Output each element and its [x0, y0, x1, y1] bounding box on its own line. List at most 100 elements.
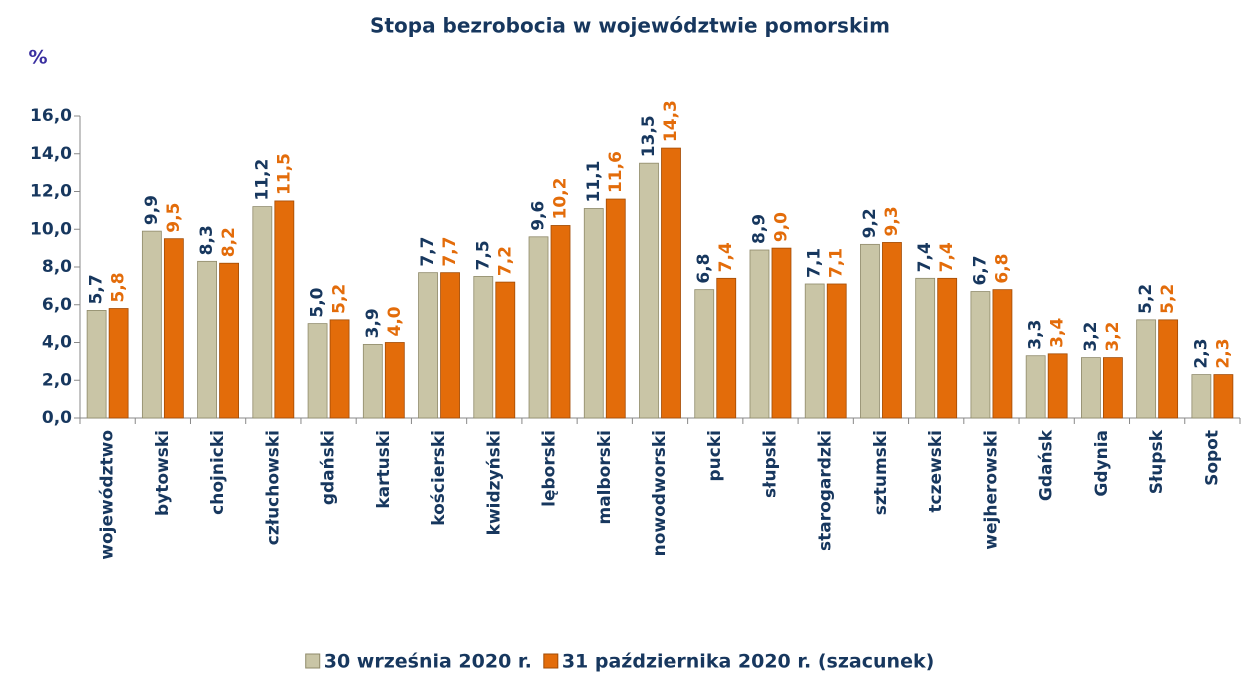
- bar: [937, 277, 958, 419]
- bar: [307, 323, 328, 419]
- bar: [992, 289, 1013, 419]
- value-label: 11,1: [584, 161, 604, 203]
- bar: [141, 230, 162, 419]
- bar: [826, 283, 847, 419]
- bar: [661, 147, 681, 419]
- bar: [970, 291, 991, 419]
- y-tick-label: 16,0: [30, 106, 72, 126]
- value-label: 9,3: [882, 206, 902, 236]
- bar: [197, 260, 217, 419]
- y-tick-label: 6,0: [42, 295, 72, 315]
- value-label: 8,9: [749, 214, 769, 244]
- bar: [882, 242, 902, 419]
- value-label: 3,3: [1026, 320, 1046, 350]
- value-label: 8,2: [219, 227, 239, 257]
- bar: [749, 249, 770, 419]
- bar: [804, 283, 825, 419]
- y-tick-label: 4,0: [42, 333, 72, 353]
- value-label: 7,5: [473, 240, 493, 270]
- x-tick-label: chojnicki: [208, 430, 228, 515]
- y-tick-label: 2,0: [42, 370, 72, 390]
- bar: [1025, 355, 1046, 419]
- x-tick-label: Słupsk: [1147, 429, 1167, 494]
- bar: [163, 238, 184, 419]
- value-label: 2,3: [1213, 338, 1233, 368]
- y-tick-label: 8,0: [42, 257, 72, 277]
- value-label: 7,7: [418, 237, 438, 267]
- legend-label: 31 października 2020 r. (szacunek): [562, 651, 934, 673]
- bar: [440, 272, 460, 419]
- value-label: 7,1: [805, 248, 825, 278]
- value-label: 9,5: [164, 203, 184, 233]
- bar: [639, 162, 659, 419]
- value-label: 2,3: [1191, 338, 1211, 368]
- bar: [605, 198, 626, 419]
- x-tick-label: sztumski: [871, 430, 891, 515]
- y-tick-label: 12,0: [30, 182, 72, 202]
- bar: [1158, 319, 1179, 419]
- x-tick-label: człuchowski: [263, 430, 283, 545]
- value-label: 6,8: [992, 254, 1012, 284]
- x-tick-label: Sopot: [1202, 430, 1222, 486]
- y-tick-label: 14,0: [30, 144, 72, 164]
- bar: [86, 310, 107, 419]
- x-tick-label: kartuski: [374, 430, 394, 509]
- value-label: 14,3: [661, 100, 681, 142]
- bar: [495, 281, 516, 419]
- x-tick-label: Gdynia: [1092, 430, 1112, 497]
- value-label: 7,2: [495, 246, 515, 276]
- bar: [1136, 319, 1157, 419]
- value-label: 9,2: [860, 208, 880, 238]
- bar: [473, 276, 494, 419]
- bar: [108, 308, 129, 419]
- y-axis-label: %: [28, 47, 47, 69]
- value-label: 4,0: [385, 306, 405, 336]
- value-label: 5,2: [330, 284, 350, 314]
- x-tick-label: kościerski: [429, 430, 449, 526]
- bar: [252, 206, 273, 419]
- x-tick-label: kwidzyński: [484, 430, 504, 535]
- chart-title: Stopa bezrobocia w województwie pomorski…: [370, 14, 890, 38]
- value-label: 6,7: [970, 255, 990, 285]
- bar: [274, 200, 295, 419]
- legend-swatch: [305, 653, 321, 669]
- value-label: 7,4: [716, 242, 736, 272]
- bar: [716, 277, 737, 419]
- bar: [915, 277, 936, 419]
- bar: [418, 272, 438, 419]
- value-label: 13,5: [639, 115, 659, 157]
- legend-label: 30 września 2020 r.: [324, 651, 532, 673]
- value-label: 7,4: [937, 242, 957, 272]
- bar: [528, 236, 549, 419]
- value-label: 5,8: [109, 272, 129, 302]
- bar: [860, 243, 880, 419]
- value-label: 3,4: [1048, 318, 1068, 348]
- value-label: 3,9: [363, 308, 383, 338]
- value-label: 7,4: [915, 242, 935, 272]
- bar: [583, 208, 604, 419]
- y-tick-label: 10,0: [30, 219, 72, 239]
- bar: [1103, 357, 1123, 419]
- value-label: 8,3: [197, 225, 217, 255]
- bar: [362, 343, 383, 419]
- bar: [329, 319, 350, 419]
- bar: [1047, 353, 1068, 419]
- value-label: 7,1: [827, 248, 847, 278]
- value-label: 5,7: [87, 274, 107, 304]
- value-label: 9,6: [529, 201, 549, 231]
- x-tick-label: bytowski: [153, 430, 173, 516]
- bar: [1191, 374, 1212, 419]
- bar: [771, 247, 792, 419]
- value-label: 11,6: [606, 151, 626, 193]
- bar: [384, 342, 405, 419]
- value-label: 11,5: [274, 153, 294, 195]
- bar: [1213, 374, 1234, 419]
- x-tick-label: gdański: [319, 430, 339, 505]
- bar: [550, 225, 571, 419]
- x-tick-label: pucki: [705, 430, 725, 481]
- x-tick-label: Gdańsk: [1037, 429, 1057, 501]
- value-label: 3,2: [1103, 321, 1123, 351]
- x-tick-label: lęborski: [540, 430, 560, 507]
- x-tick-label: tczewski: [926, 430, 946, 513]
- value-label: 3,2: [1081, 321, 1101, 351]
